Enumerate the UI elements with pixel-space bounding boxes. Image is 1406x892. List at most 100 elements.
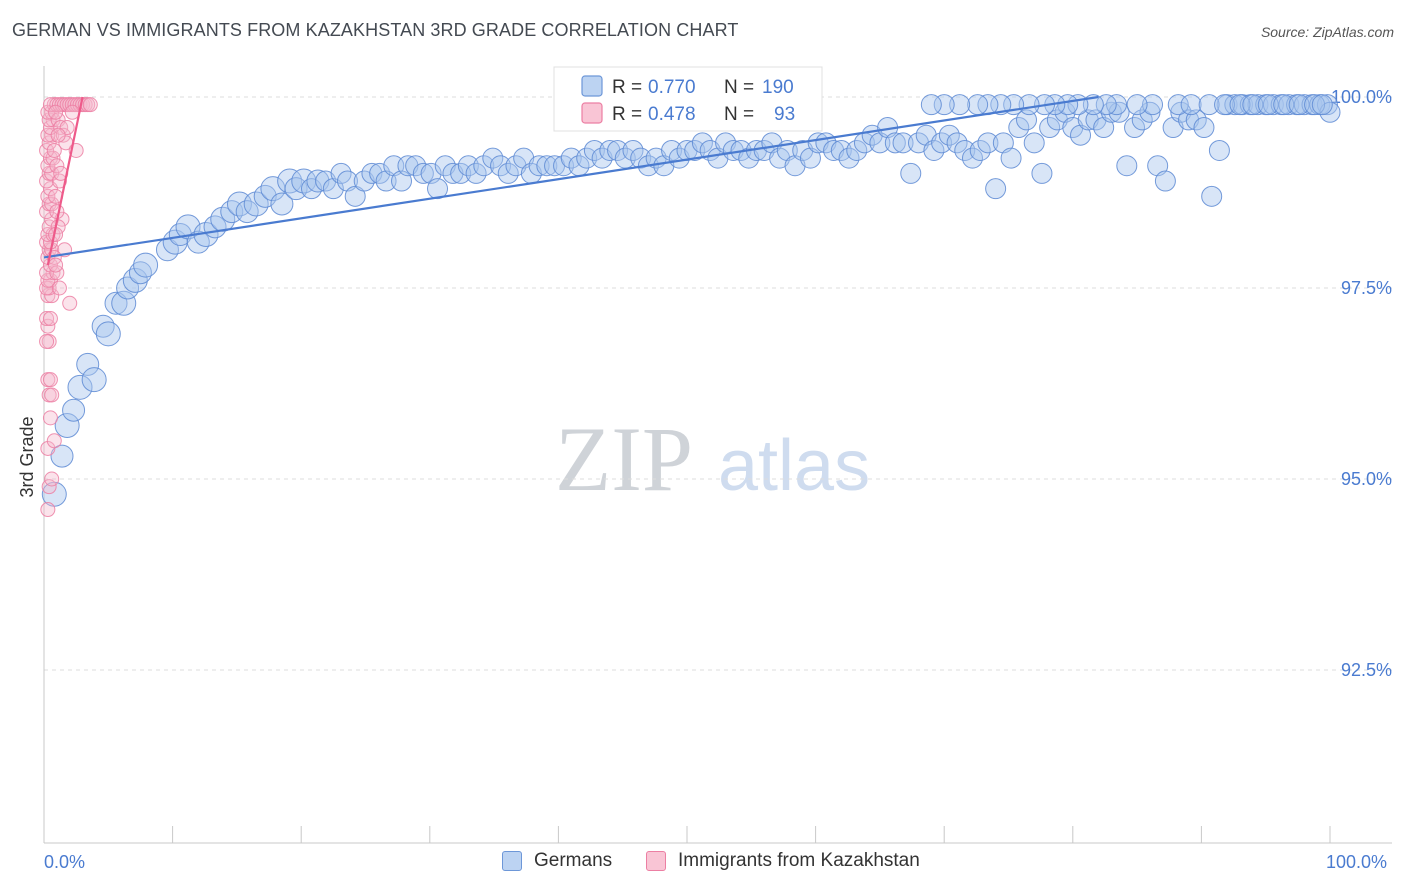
germans-point bbox=[284, 177, 308, 201]
germans-point bbox=[1139, 101, 1161, 123]
germans-trend-line bbox=[43, 95, 1099, 259]
germans-point bbox=[1242, 94, 1264, 116]
kazakh-point bbox=[40, 440, 56, 456]
germans-point bbox=[67, 374, 93, 400]
germans-point bbox=[668, 147, 690, 169]
germans-point bbox=[243, 191, 269, 217]
germans-point bbox=[1095, 94, 1117, 116]
kazakh-point bbox=[62, 295, 78, 311]
kazakh-point bbox=[46, 142, 62, 158]
bottom-legend: Germans Immigrants from Kazakhstan bbox=[0, 850, 1406, 880]
kazakh-point bbox=[82, 97, 98, 113]
germans-point bbox=[946, 132, 968, 154]
germans-point bbox=[104, 291, 128, 315]
germans-point bbox=[1108, 101, 1130, 123]
x-axis-max-label: 100.0% bbox=[1326, 852, 1388, 872]
germans-point bbox=[473, 155, 495, 177]
germans-point bbox=[76, 352, 100, 376]
germans-point bbox=[892, 132, 914, 154]
germans-point bbox=[315, 170, 337, 192]
germans-point bbox=[949, 94, 971, 116]
germans-point bbox=[505, 155, 527, 177]
legend-item-germans[interactable]: Germans bbox=[502, 850, 612, 872]
kazakh-point bbox=[42, 410, 58, 426]
grid-lines bbox=[44, 96, 1392, 671]
kazakh-point bbox=[40, 502, 56, 518]
inset-legend: R = 0.770 N = 190 R = 0.478 N = 93 bbox=[553, 66, 823, 132]
legend-label-germans: Germans bbox=[534, 850, 613, 871]
germans-point bbox=[405, 155, 427, 177]
germans-point bbox=[465, 162, 487, 184]
germans-point bbox=[1214, 94, 1236, 116]
germans-point bbox=[1170, 101, 1192, 123]
y-tick-label-3: 92.5% bbox=[1341, 660, 1392, 680]
kazakh-point bbox=[51, 280, 67, 296]
germans-point bbox=[769, 147, 791, 169]
germans-point bbox=[1154, 170, 1176, 192]
germans-point bbox=[397, 155, 419, 177]
germans-point bbox=[1193, 117, 1215, 139]
germans-point bbox=[961, 147, 983, 169]
germans-point bbox=[353, 170, 375, 192]
germans-point bbox=[784, 155, 806, 177]
kazakh-point bbox=[39, 311, 55, 327]
germans-point bbox=[1116, 155, 1138, 177]
kazakh-trend-line bbox=[46, 96, 84, 266]
germans-point bbox=[1070, 124, 1092, 146]
kazakh-point bbox=[42, 311, 58, 327]
germans-point bbox=[622, 139, 644, 161]
legend-swatch-kazakh-bottom bbox=[646, 851, 666, 871]
legend-label-kazakh: Immigrants from Kazakhstan bbox=[678, 850, 920, 871]
kazakh-point bbox=[51, 173, 67, 189]
germans-point bbox=[1167, 94, 1189, 116]
germans-point bbox=[482, 147, 504, 169]
germans-point bbox=[583, 139, 605, 161]
germans-point bbox=[661, 139, 683, 161]
germans-point bbox=[923, 139, 945, 161]
germans-point bbox=[133, 252, 159, 278]
legend-r-label-germans: R = bbox=[612, 77, 642, 98]
germans-point bbox=[270, 192, 294, 216]
germans-point bbox=[900, 162, 922, 184]
germans-point bbox=[300, 178, 322, 200]
germans-point bbox=[830, 139, 852, 161]
germans-point bbox=[869, 132, 891, 154]
germans-point bbox=[969, 139, 991, 161]
germans-point bbox=[1201, 185, 1223, 207]
watermark-atlas: atlas bbox=[718, 426, 870, 506]
kazakh-point bbox=[45, 150, 61, 166]
germans-point bbox=[1126, 94, 1148, 116]
legend-item-kazakh[interactable]: Immigrants from Kazakhstan bbox=[646, 850, 920, 872]
kazakh-point bbox=[49, 265, 65, 281]
legend-n-label-germans: N = bbox=[724, 77, 754, 98]
trend-lines bbox=[43, 95, 1099, 266]
germans-point bbox=[1208, 139, 1230, 161]
germans-point bbox=[931, 132, 953, 154]
germans-point bbox=[91, 314, 115, 338]
germans-point bbox=[1124, 117, 1146, 139]
germans-point bbox=[186, 230, 210, 254]
germans-point bbox=[1229, 94, 1251, 116]
germans-point bbox=[1316, 94, 1338, 116]
source-label: Source: ZipAtlas.com bbox=[1260, 24, 1394, 40]
kazakh-point bbox=[49, 158, 65, 174]
germans-point bbox=[95, 321, 121, 347]
kazakh-point bbox=[39, 333, 55, 349]
legend-swatch-germans bbox=[581, 75, 603, 97]
legend-r-label-kazakh: R = bbox=[612, 104, 642, 125]
kazakh-point bbox=[44, 387, 60, 403]
germans-point bbox=[1062, 117, 1084, 139]
germans-point bbox=[1304, 94, 1326, 116]
germans-point bbox=[985, 178, 1007, 200]
germans-point bbox=[607, 139, 629, 161]
germans-point bbox=[1162, 117, 1184, 139]
germans-point bbox=[738, 147, 760, 169]
germans-point bbox=[792, 139, 814, 161]
watermark-zip: ZIP bbox=[555, 408, 693, 510]
kazakh-point bbox=[44, 196, 60, 212]
germans-point bbox=[1085, 109, 1107, 131]
germans-point bbox=[560, 147, 582, 169]
germans-point bbox=[1288, 94, 1310, 116]
germans-point bbox=[1147, 155, 1169, 177]
germans-point bbox=[1039, 117, 1061, 139]
